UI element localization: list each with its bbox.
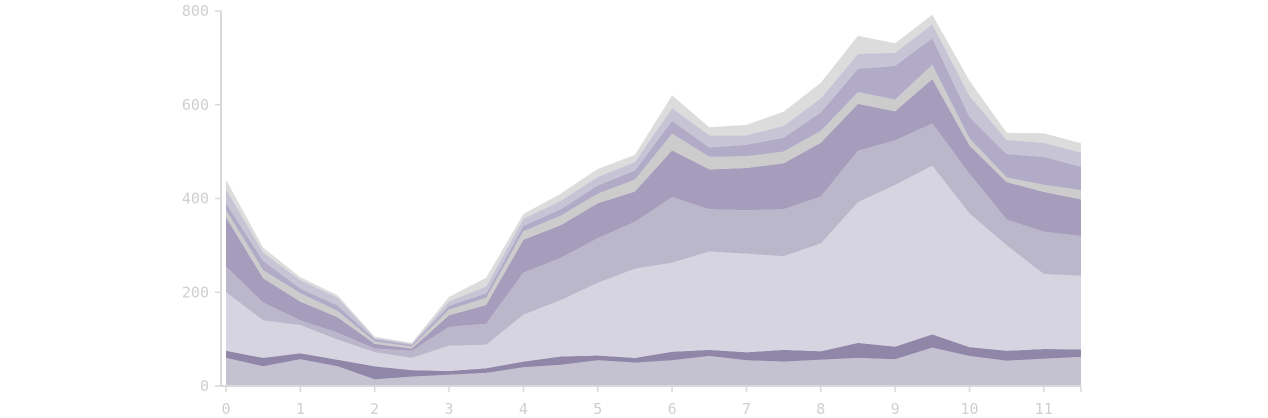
x-tick-label: 4 — [519, 400, 528, 418]
x-tick-label: 9 — [891, 400, 900, 418]
area-series-4 — [226, 123, 1081, 358]
y-tick-label: 600 — [182, 96, 209, 114]
y-tick-label: 200 — [182, 283, 209, 301]
area-series-3 — [226, 165, 1081, 371]
x-tick-label: 3 — [445, 400, 454, 418]
y-tick-label: 400 — [182, 190, 209, 208]
x-tick-label: 1 — [296, 400, 305, 418]
x-tick-label: 2 — [370, 400, 379, 418]
x-tick-label: 10 — [960, 400, 978, 418]
x-tick-label: 6 — [668, 400, 677, 418]
x-axis-ticks: 0 1 2 3 4 5 6 7 8 9 10 11 — [221, 386, 1082, 418]
y-tick-label: 0 — [200, 377, 209, 395]
y-tick-label: 800 — [182, 2, 209, 20]
y-axis-ticks: 0 200 400 600 800 — [182, 2, 221, 395]
area-layers — [226, 14, 1081, 386]
x-tick-label: 0 — [221, 400, 230, 418]
x-tick-label: 5 — [593, 400, 602, 418]
x-tick-label: 11 — [1035, 400, 1053, 418]
x-tick-label: 7 — [742, 400, 751, 418]
area-series-5 — [226, 79, 1081, 351]
area-series-2 — [226, 334, 1081, 380]
area-series-1 — [226, 347, 1081, 386]
x-tick-label: 8 — [816, 400, 825, 418]
